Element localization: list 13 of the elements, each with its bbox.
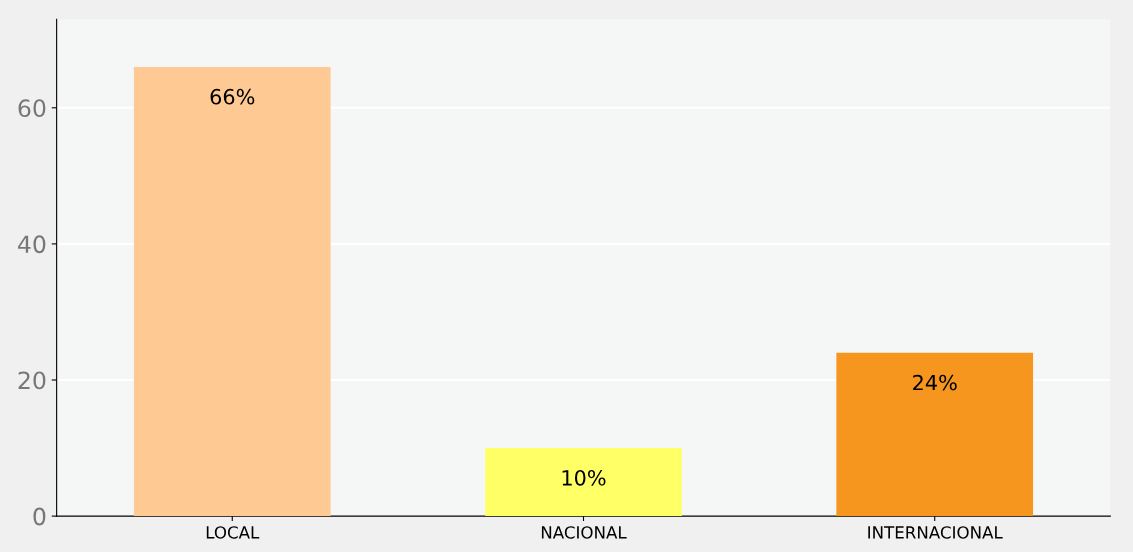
y-tick-label: 40 [18, 235, 46, 254]
x-tick-label: LOCAL [206, 526, 260, 539]
bar [836, 352, 1034, 517]
x-tick-label: NACIONAL [541, 526, 627, 539]
x-tick-label: INTERNACIONAL [868, 526, 1003, 539]
data-label: 66% [210, 88, 255, 105]
bar [485, 448, 682, 517]
y-tick-label: 0 [33, 507, 46, 526]
data-label: 24% [913, 374, 957, 391]
y-tick-label: 20 [18, 371, 46, 390]
bar [133, 66, 331, 517]
data-label: 10% [562, 469, 606, 486]
y-tick-label: 60 [18, 99, 46, 118]
